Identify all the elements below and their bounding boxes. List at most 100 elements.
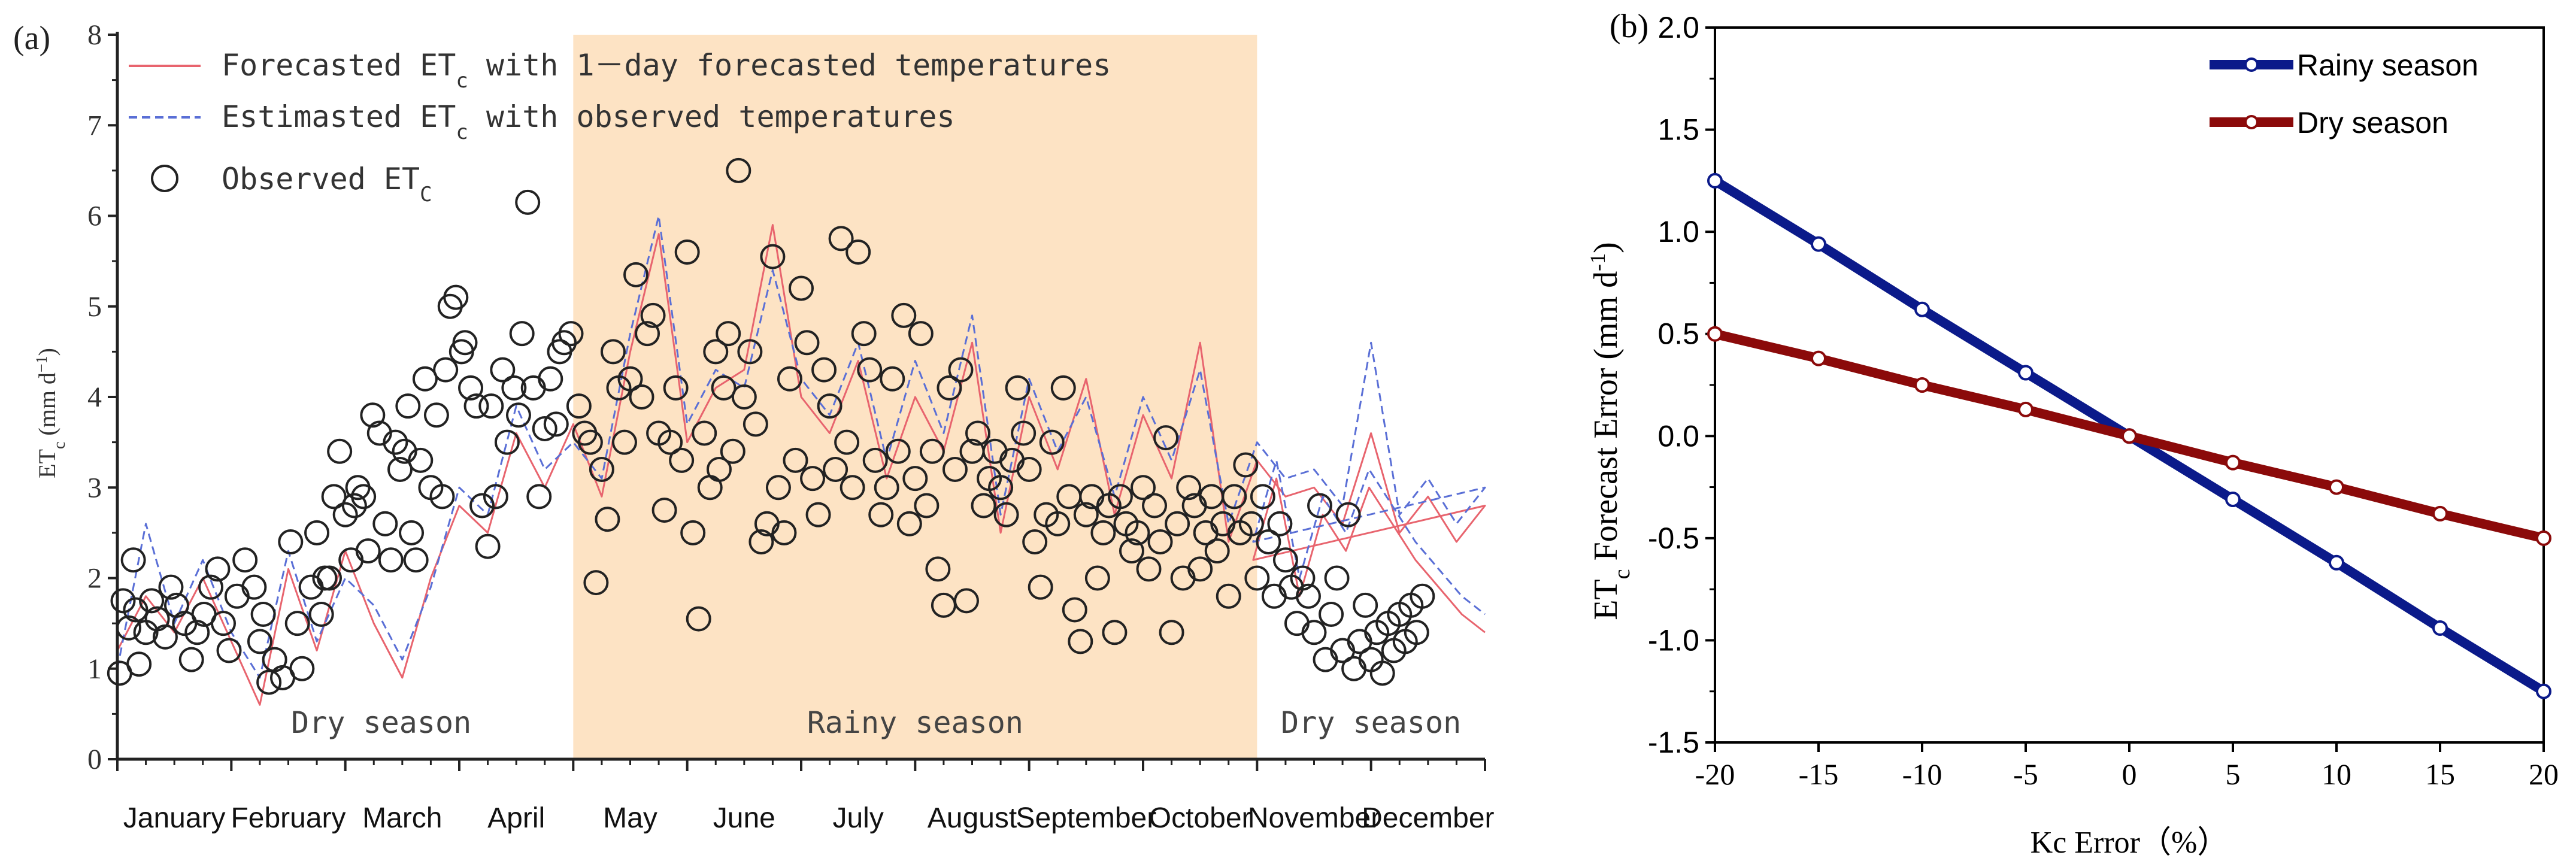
observed-point	[1119, 538, 1144, 564]
observed-point	[515, 189, 541, 215]
observed-point	[317, 565, 343, 591]
observed-point	[205, 556, 231, 582]
panel-b-chart: 2.0 1.5 1.0 0.5 0.0 -0.5 -1.0 -1.5 -20 -15 -10 -5 0…	[1586, 8, 2559, 858]
observed-point	[971, 493, 996, 519]
y-tick-label: 6	[87, 201, 102, 232]
y-tick-label: -0.5	[1648, 522, 1699, 555]
data-point-rainy	[1707, 172, 1723, 189]
observed-point	[1307, 493, 1333, 519]
observed-point	[198, 574, 224, 600]
observed-point	[501, 375, 527, 401]
observed-point	[1295, 583, 1321, 609]
y-tick-label: 0.0	[1657, 419, 1699, 453]
legend-label: Dry season	[2297, 106, 2448, 140]
observed-point	[834, 429, 860, 455]
data-point-dry	[2536, 530, 2551, 546]
observed-point	[1369, 660, 1395, 686]
observed-point	[341, 493, 367, 519]
observed-point	[1147, 529, 1173, 554]
observed-point	[224, 583, 250, 609]
y-tick-label: 5	[87, 291, 102, 323]
y-tick-label: -1.0	[1648, 623, 1699, 657]
observed-point	[1022, 529, 1048, 554]
legend-label: Rainy season	[2297, 48, 2478, 82]
data-point-rainy	[1914, 301, 1930, 317]
observed-point	[1107, 484, 1133, 510]
observed-point	[392, 438, 417, 464]
legend-item-forecasted: Forecasted ETc with 1－day forecasted tem…	[129, 48, 1111, 93]
observed-point	[126, 651, 152, 677]
observed-point	[551, 330, 577, 356]
legend-marker-rainy	[2244, 57, 2259, 72]
observed-point	[1244, 565, 1270, 591]
observed-point	[1153, 425, 1179, 451]
observed-point	[1341, 656, 1367, 681]
legend-label: Estimasted ETc with observed temperature…	[222, 99, 955, 144]
observed-point	[1261, 583, 1287, 609]
observed-point	[184, 620, 210, 645]
observed-point	[711, 375, 737, 401]
observed-point	[494, 429, 520, 455]
observed-point	[845, 239, 871, 265]
observed-point	[327, 438, 353, 464]
x-tick-label: -15	[1799, 757, 1839, 791]
x-tick-label: August	[928, 802, 1017, 834]
observed-point	[366, 420, 392, 446]
data-point-dry	[1914, 377, 1930, 393]
observed-point	[1102, 620, 1128, 645]
observed-point	[1068, 629, 1093, 654]
observed-point	[139, 588, 165, 614]
observed-point	[351, 484, 377, 510]
y-tick-label: 2	[87, 563, 102, 595]
x-tick-label: November	[1248, 802, 1380, 834]
observed-point	[558, 321, 584, 347]
observed-point	[703, 339, 729, 365]
data-point-rainy	[2225, 492, 2241, 508]
observed-point	[543, 411, 569, 437]
observed-point	[1204, 538, 1230, 564]
legend-marker-dry	[2244, 115, 2259, 129]
x-tick-label: 0	[2122, 757, 2137, 791]
observed-point	[158, 574, 184, 600]
observed-point	[1410, 583, 1435, 609]
data-point-dry	[2329, 479, 2344, 495]
observed-point	[914, 493, 940, 519]
observed-point	[1284, 611, 1310, 636]
observed-point	[178, 647, 204, 672]
observed-point	[993, 502, 1019, 527]
x-tick-label: June	[713, 802, 775, 834]
observed-point	[589, 457, 614, 482]
y-tick-label: 8	[87, 19, 102, 51]
y-tick-label: 7	[87, 110, 102, 141]
observed-point	[737, 339, 763, 365]
observed-point	[805, 502, 831, 527]
observed-point	[595, 507, 620, 532]
observed-point	[874, 475, 899, 501]
observed-point	[429, 484, 455, 510]
panel-a-chart: 0 1 2 3 4 5 6 7 8 January February March April May Ju…	[13, 19, 1495, 834]
y-tick-label: 1	[87, 653, 102, 685]
observed-point	[1176, 475, 1202, 501]
y-tick-label: 3	[87, 472, 102, 504]
observed-point	[583, 570, 609, 596]
observed-point	[953, 588, 979, 614]
y-tick-label: 4	[87, 381, 102, 413]
observed-point	[1233, 452, 1259, 478]
observed-point	[458, 375, 484, 401]
observed-point	[211, 611, 237, 636]
season-label-dry: Dry season	[1281, 705, 1461, 740]
observed-point	[800, 466, 826, 492]
observed-point	[250, 602, 276, 627]
observed-point	[706, 457, 732, 482]
observed-point	[965, 420, 991, 446]
observed-point	[1313, 647, 1338, 672]
observed-point	[902, 466, 928, 492]
observed-point	[1187, 556, 1213, 582]
y-tick-label: 1.0	[1657, 215, 1699, 248]
x-tick-label: February	[231, 802, 346, 834]
legend-swatch-circle	[151, 165, 178, 192]
observed-point	[1358, 647, 1384, 672]
observed-point	[617, 366, 643, 392]
observed-point	[1016, 457, 1042, 482]
observed-point	[256, 669, 282, 695]
